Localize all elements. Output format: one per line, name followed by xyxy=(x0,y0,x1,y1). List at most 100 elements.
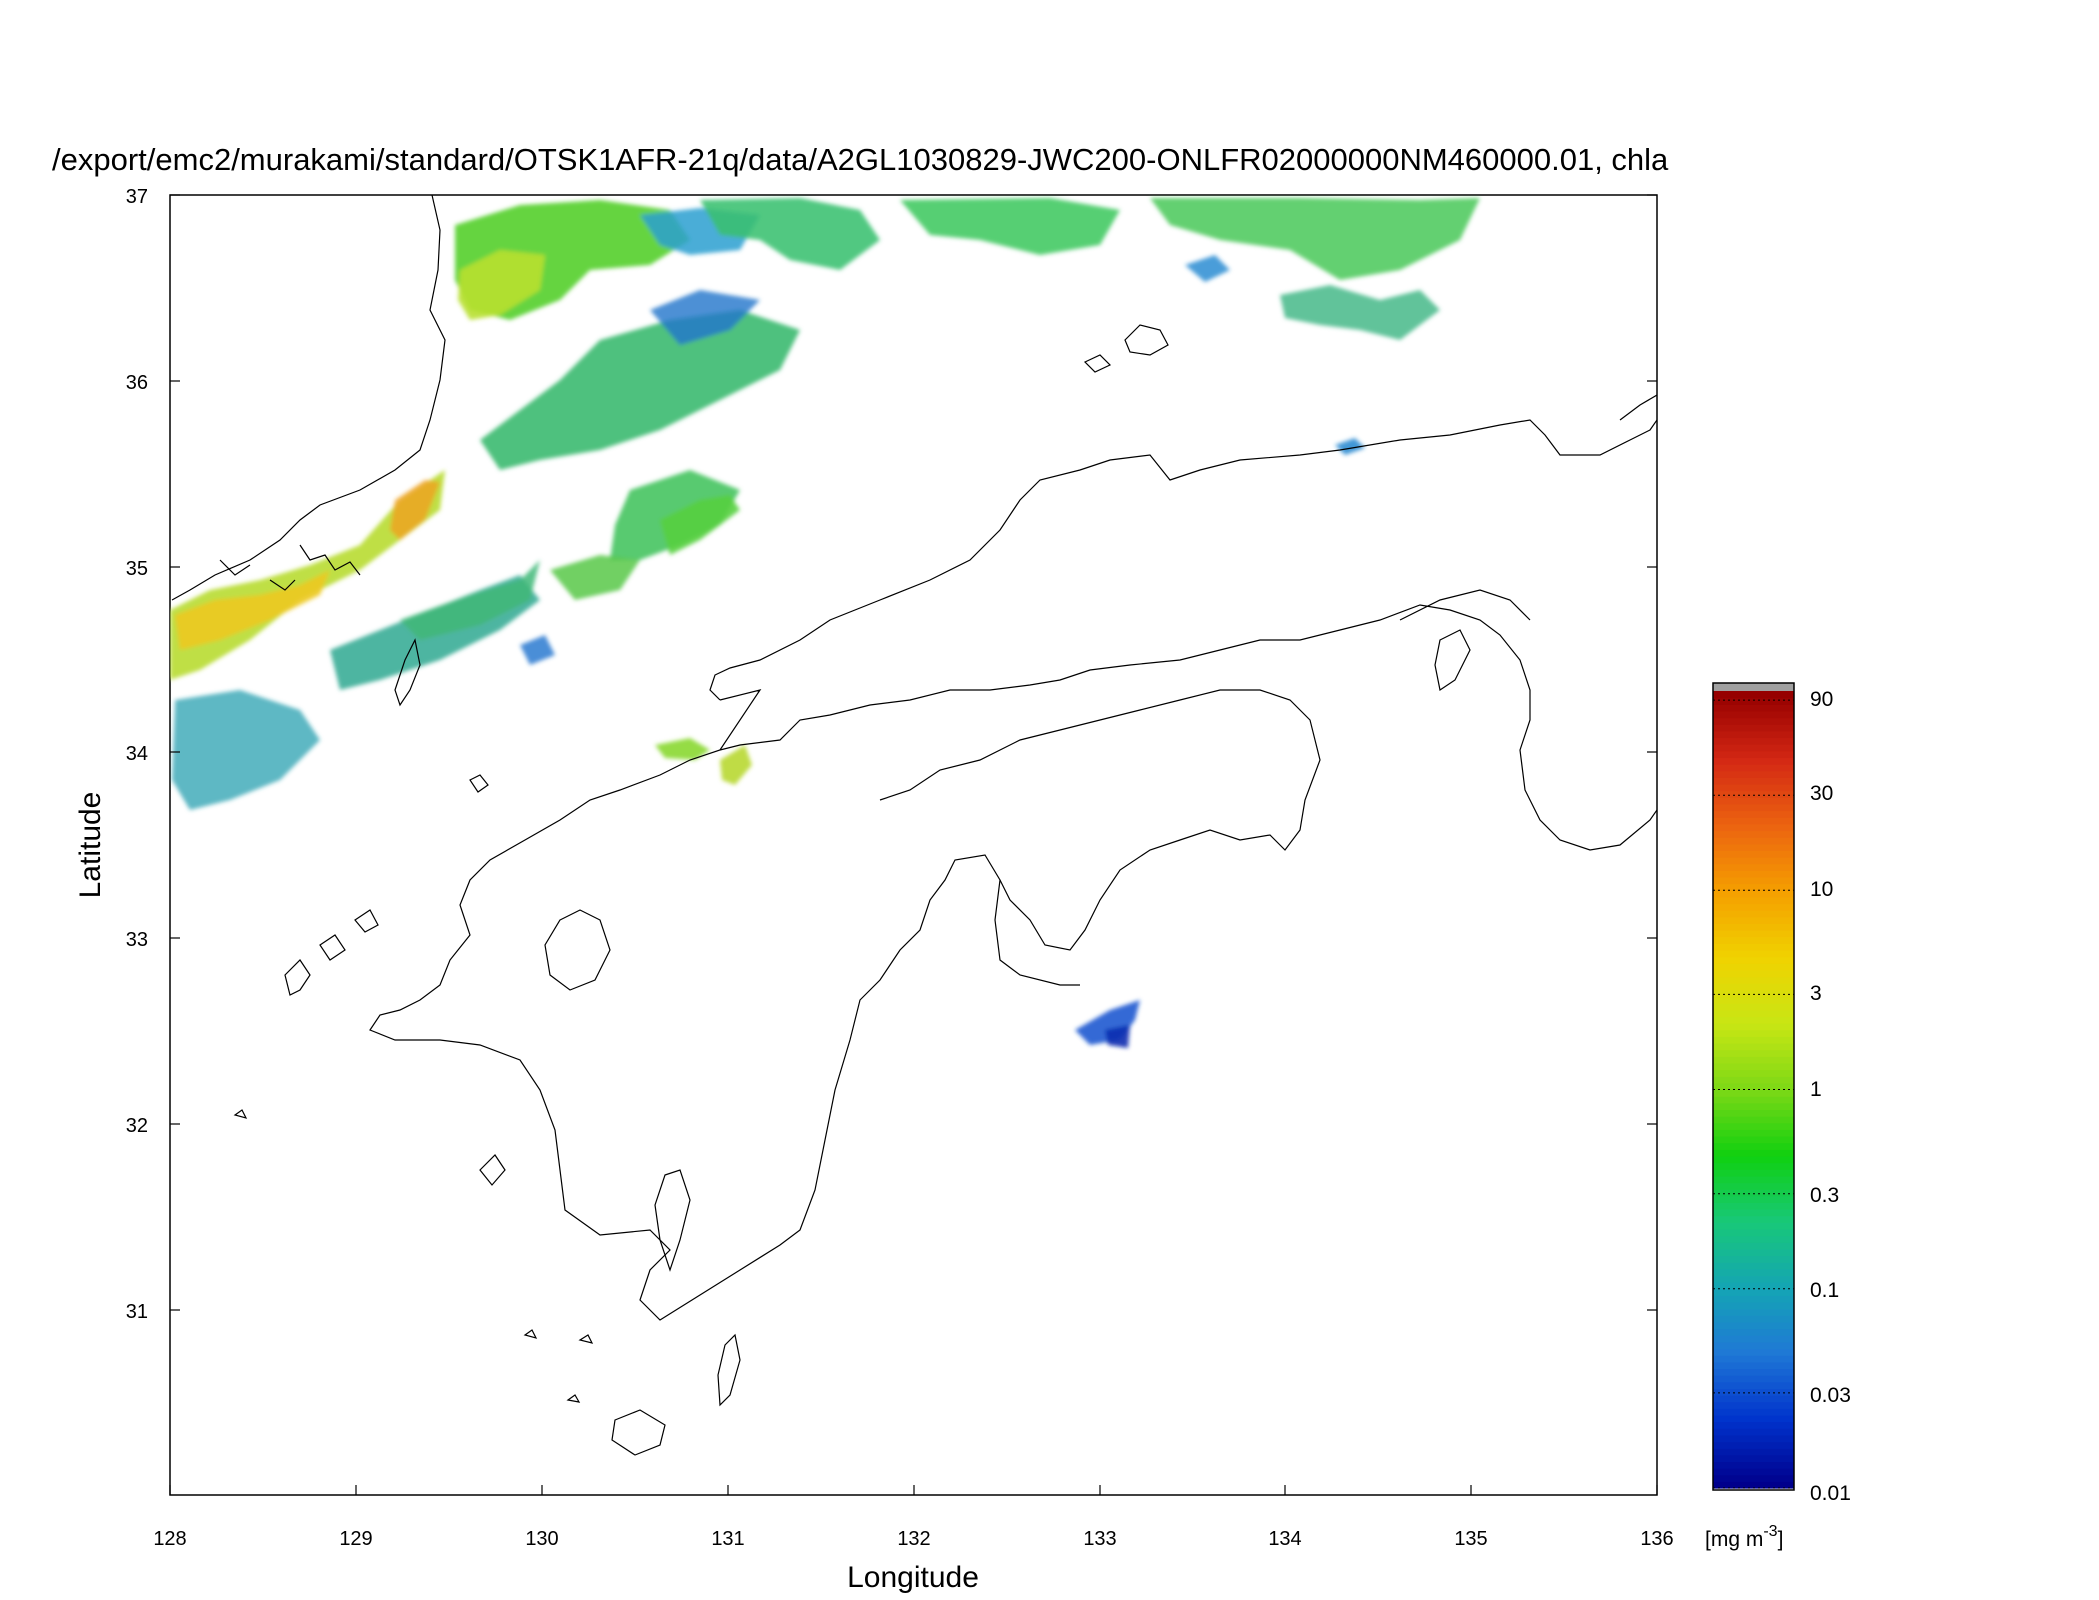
colorbar-band xyxy=(1713,1242,1794,1250)
colorbar-frame xyxy=(1712,682,1795,1491)
colorbar-tick-label: 3 xyxy=(1810,982,1822,1005)
y-axis-label: Latitude xyxy=(74,792,107,899)
colorbar-band xyxy=(1713,1169,1794,1177)
colorbar-band xyxy=(1713,1421,1794,1429)
colorbar-band xyxy=(1713,1288,1794,1296)
colorbar-band xyxy=(1713,1175,1794,1184)
colorbar-band xyxy=(1713,710,1794,719)
colorbar-band xyxy=(1713,1355,1794,1363)
coastline-tanegashima xyxy=(717,1333,741,1407)
colorbar-unit-text: [mg m xyxy=(1705,1528,1763,1551)
colorbar-tick-label: 0.3 xyxy=(1810,1184,1839,1207)
chla-patch-north-east-strip xyxy=(1280,285,1440,340)
colorbar-band xyxy=(1713,1368,1794,1376)
y-tick-label: 34 xyxy=(126,743,148,765)
colorbar-band xyxy=(1713,1215,1794,1223)
colorbar-band xyxy=(1713,1116,1794,1124)
colorbar-band xyxy=(1713,950,1794,958)
colorbar-band xyxy=(1713,936,1794,944)
colorbar-band xyxy=(1713,1102,1794,1111)
colorbar-band xyxy=(1713,1448,1794,1456)
colorbar-band xyxy=(1713,797,1794,805)
map-frame xyxy=(169,194,1658,1496)
coastline-koshiki xyxy=(479,1154,506,1186)
colorbar-band xyxy=(1713,1056,1794,1064)
chla-patch-north-center xyxy=(700,198,880,270)
colorbar-band xyxy=(1713,1248,1794,1257)
coastline-korea-islands xyxy=(219,544,361,591)
colorbar-band xyxy=(1713,1375,1794,1383)
colorbar-tick-label: 90 xyxy=(1810,688,1833,711)
chla-patch-north-east xyxy=(1150,198,1480,280)
colorbar-band xyxy=(1713,1155,1794,1164)
coastline-korea xyxy=(171,195,446,601)
colorbar-band xyxy=(1713,1461,1794,1469)
chla-patch-mid-strip-east xyxy=(660,495,740,555)
y-tick-label: 36 xyxy=(126,372,148,394)
colorbar-band xyxy=(1713,1202,1794,1210)
colorbar-band xyxy=(1713,1428,1794,1436)
coastline-seto-north xyxy=(719,604,1657,851)
chla-patch-central-band-low xyxy=(650,290,760,345)
x-tick-labels: 128 129 130 131 132 133 134 135 136 xyxy=(153,1528,1673,1550)
colorbar-band xyxy=(1713,1335,1794,1343)
colorbar-band xyxy=(1713,1481,1794,1489)
colorbar-band xyxy=(1713,1401,1794,1409)
colorbar-tick-label: 0.01 xyxy=(1810,1482,1851,1505)
colorbar-band xyxy=(1713,903,1794,911)
coastline-tsushima xyxy=(394,638,421,707)
colorbar-tick-label: 0.03 xyxy=(1810,1384,1851,1407)
colorbar-band xyxy=(1713,1029,1794,1037)
colorbar-band xyxy=(1713,837,1794,845)
chla-patch-korea-coast-high xyxy=(175,570,330,650)
colorbar-unit-close: ] xyxy=(1778,1528,1784,1551)
colorbar-band xyxy=(1713,1414,1794,1423)
coastline-yakushima xyxy=(611,1409,666,1456)
colorbar-unit-label: [mg m-3] xyxy=(1705,1523,1783,1551)
coastline-shikoku xyxy=(879,689,1321,951)
colorbar-band xyxy=(1713,890,1794,898)
colorbar-band xyxy=(1713,1069,1794,1077)
colorbar-band xyxy=(1713,1328,1794,1336)
colorbar-band xyxy=(1713,969,1794,978)
colorbar-band xyxy=(1713,1149,1794,1157)
colorbar-band xyxy=(1713,870,1794,878)
chla-patch-north-west-high xyxy=(458,250,545,320)
colorbar-band xyxy=(1713,1468,1794,1476)
colorbar-band xyxy=(1713,777,1794,785)
colorbar-band xyxy=(1713,1043,1794,1051)
chla-patch-east-small xyxy=(1185,255,1230,282)
colorbar-band xyxy=(1713,1142,1794,1150)
colorbar-band xyxy=(1713,1454,1794,1463)
colorbar-tick-label: 1 xyxy=(1810,1078,1822,1101)
colorbar-band xyxy=(1713,1295,1794,1303)
chla-patch-north-center-east xyxy=(900,198,1120,255)
colorbar-band xyxy=(1713,850,1794,858)
colorbar-band xyxy=(1713,983,1794,991)
colorbar: 90 30 10 3 1 0.3 0.1 0.03 0.01 [mg m-3] xyxy=(1705,682,1851,1551)
coastline-awaji xyxy=(1434,629,1471,691)
colorbar-band xyxy=(1713,1023,1794,1031)
colorbar-band xyxy=(1713,956,1794,964)
colorbar-band xyxy=(1713,989,1794,998)
colorbar-band xyxy=(1713,1282,1794,1290)
coastline-iki xyxy=(469,774,489,793)
chla-patch-south-korea-offshore xyxy=(172,690,320,810)
x-tick-label: 133 xyxy=(1083,1528,1116,1550)
colorbar-band xyxy=(1713,1474,1794,1482)
colorbar-band xyxy=(1713,976,1794,984)
x-tick-label: 131 xyxy=(711,1528,744,1550)
x-tick-label: 130 xyxy=(525,1528,558,1550)
colorbar-band xyxy=(1713,697,1794,705)
colorbar-band xyxy=(1713,923,1794,931)
colorbar-band xyxy=(1713,730,1794,739)
axis-tick-marks xyxy=(169,194,1658,1495)
coastline-oki xyxy=(1083,324,1169,373)
colorbar-band xyxy=(1713,717,1794,725)
colorbar-band xyxy=(1713,1122,1794,1130)
y-tick-label: 37 xyxy=(126,186,148,208)
colorbar-band xyxy=(1713,876,1794,885)
colorbar-band xyxy=(1713,1321,1794,1330)
colorbar-band xyxy=(1713,1089,1794,1097)
